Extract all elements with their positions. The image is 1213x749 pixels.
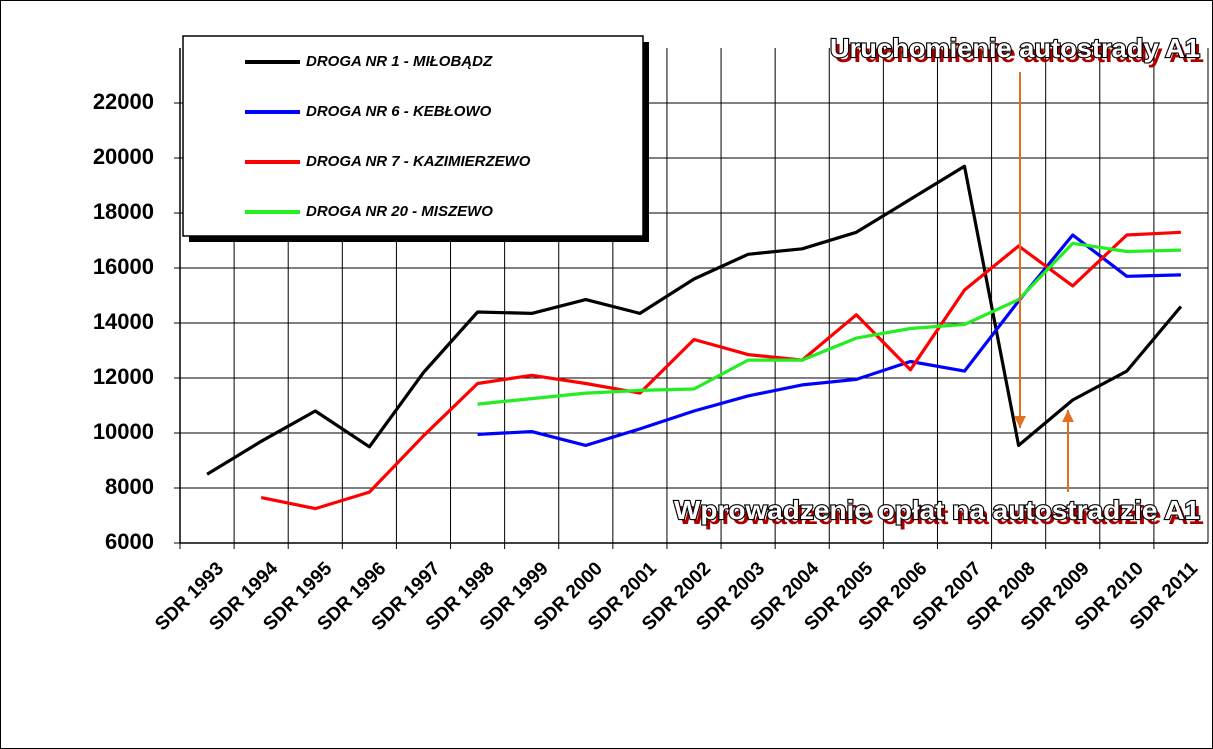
series-line — [477, 233, 1181, 447]
legend — [182, 35, 644, 237]
legend-label: DROGA NR 1 - MIŁOBĄDZ — [306, 53, 493, 70]
annotation-shadow: Wprowadzenie opłat na autostradzie A1 — [678, 500, 1204, 530]
y-tick-label: 6000 — [105, 529, 154, 554]
annotation: Wprowadzenie opłat na autostradzie A1 — [674, 495, 1200, 525]
series-line — [260, 230, 1181, 511]
series-line — [477, 241, 1181, 406]
y-tick-label: 14000 — [93, 309, 154, 334]
legend-label: DROGA NR 6 - KEBŁOWO — [306, 103, 492, 120]
y-tick-label: 18000 — [93, 199, 154, 224]
series-line — [206, 164, 1183, 476]
annotation-arrowhead — [1014, 416, 1026, 428]
annotation-arrowhead — [1062, 410, 1074, 422]
legend-label: DROGA NR 7 - KAZIMIERZEWO — [306, 153, 531, 170]
annotation-shadow: Uruchomienie autostrady A1 — [834, 38, 1204, 68]
y-tick-label: 12000 — [93, 364, 154, 389]
y-tick-label: 16000 — [93, 254, 154, 279]
y-tick-label: 20000 — [93, 144, 154, 169]
y-tick-label: 10000 — [93, 419, 154, 444]
annotation: Uruchomienie autostrady A1 — [830, 33, 1200, 63]
y-tick-label: 22000 — [93, 89, 154, 114]
y-tick-label: 8000 — [105, 474, 154, 499]
legend-label: DROGA NR 20 - MISZEWO — [306, 203, 493, 220]
